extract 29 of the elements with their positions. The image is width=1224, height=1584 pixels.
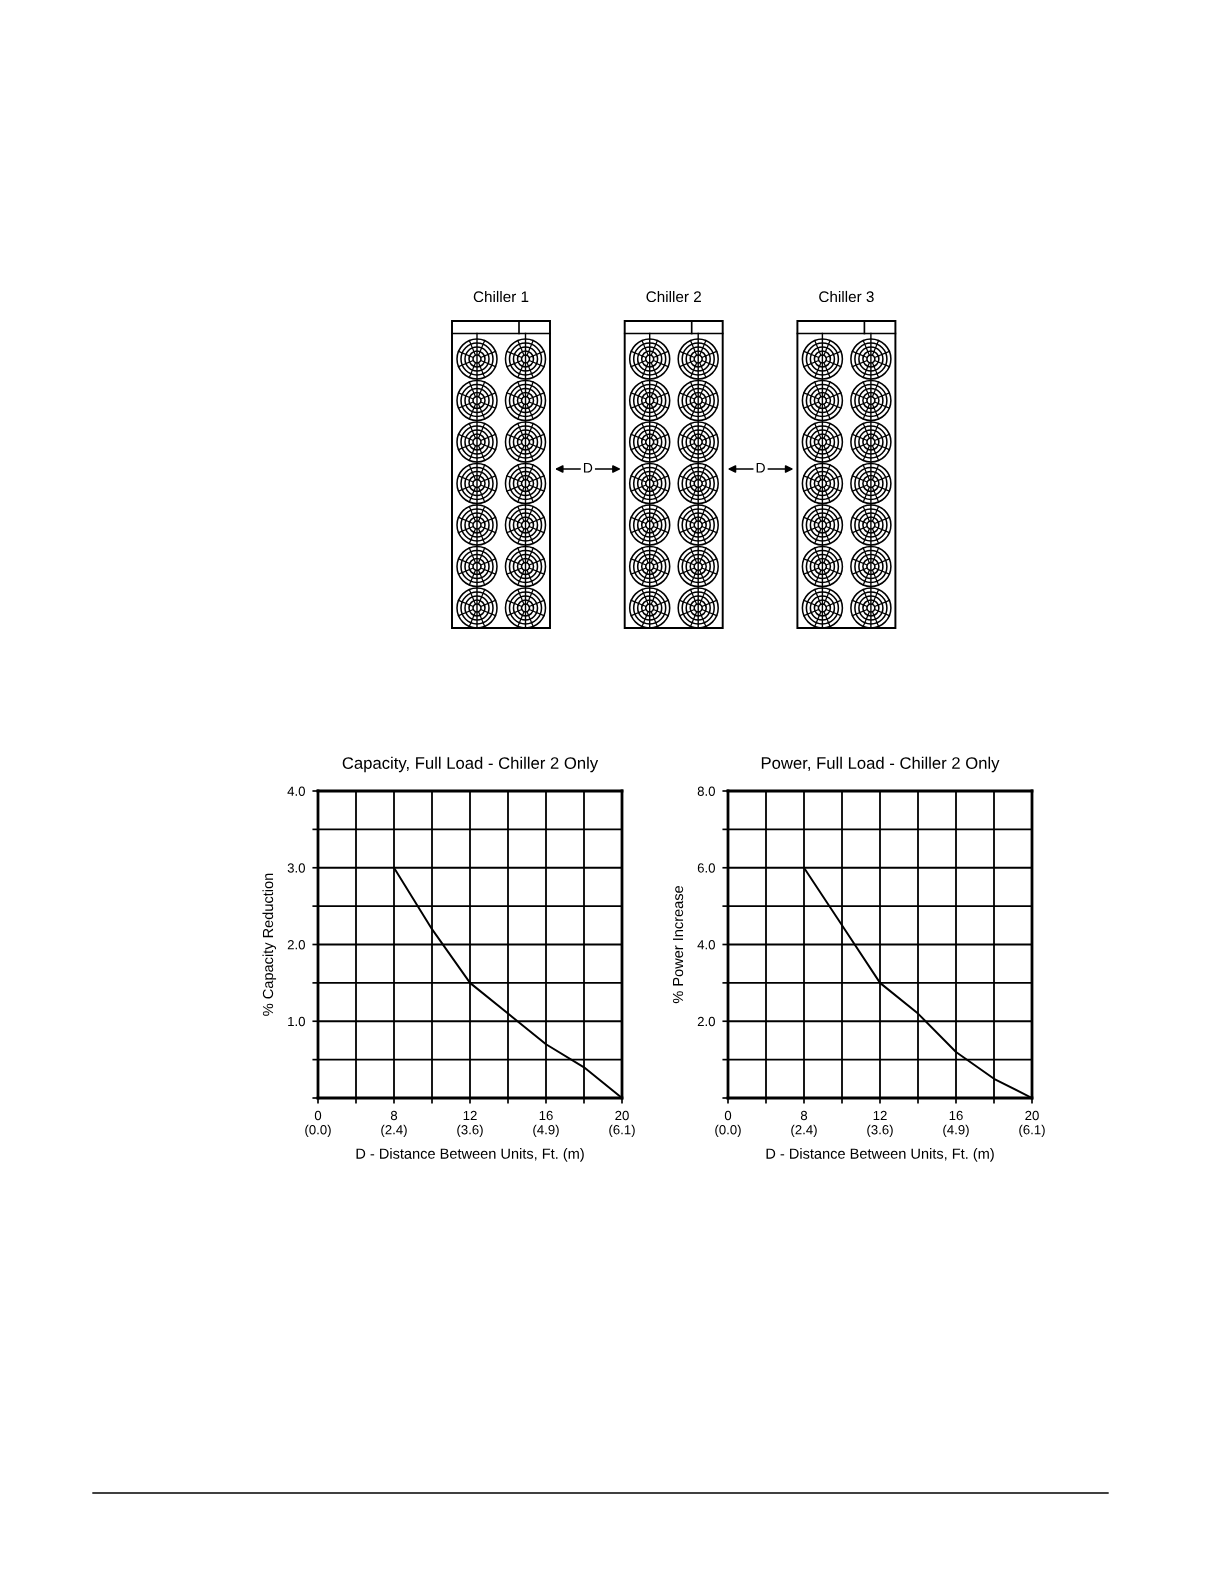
y-tick-label: 2.0 [287,940,305,950]
y-axis-title: % Capacity Reduction [262,873,277,1016]
x-tick-label: 12 (3.6) [867,1110,893,1138]
y-tick-label: 4.0 [287,786,305,796]
text: D [756,463,765,473]
y-tick-label: 2.0 [697,1016,715,1027]
x-tick-label: 8 (2.4) [791,1110,817,1138]
x-tick-label: 16 (4.9) [533,1110,559,1138]
chart-title: Power, Full Load - Chiller 2 Only [761,756,1000,773]
y-tick-label: 4.0 [697,940,715,950]
y-axis-title: % Power Increase [672,885,684,1004]
x-tick-label: 0 (0.0) [715,1110,741,1138]
y-tick-label: 8.0 [697,786,715,796]
x-tick-label: 20 (6.1) [1019,1110,1045,1138]
text: Chiller 1 [473,290,529,303]
y-tick-label: 1.0 [288,1016,305,1027]
y-tick-label: 3.0 [287,863,305,873]
text: D [583,463,593,473]
x-tick-label: 0 (0.0) [305,1110,331,1138]
x-axis-title: D - Distance Between Units, Ft. (m) [766,1148,994,1162]
text: Chiller 2 [646,290,701,303]
x-tick-label: 8 (2.4) [381,1110,407,1138]
x-tick-label: 12 (3.6) [457,1110,483,1138]
chart-title: Capacity, Full Load - Chiller 2 Only [342,756,599,773]
x-tick-label: 16 (4.9) [943,1110,969,1138]
text: Chiller 3 [819,290,874,303]
y-tick-label: 6.0 [697,863,715,873]
x-axis-title: D - Distance Between Units, Ft. (m) [356,1148,584,1162]
x-tick-label: 20 (6.1) [609,1110,635,1138]
